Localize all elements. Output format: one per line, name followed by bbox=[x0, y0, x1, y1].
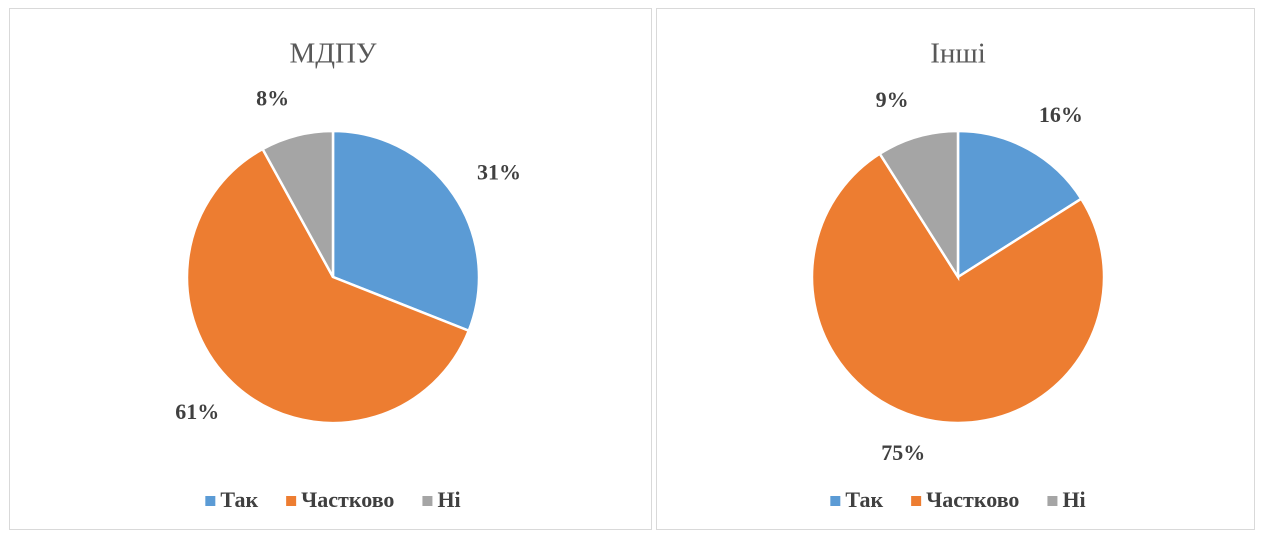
pie-slice bbox=[260, 129, 335, 278]
pie-slice bbox=[956, 129, 1083, 280]
legend-swatch bbox=[1047, 496, 1058, 506]
pie-slice bbox=[331, 129, 481, 333]
legend-label: Частково bbox=[926, 487, 1019, 512]
legend-swatch bbox=[422, 496, 433, 506]
legend-label: Так bbox=[845, 487, 883, 512]
data-label: 16% bbox=[1039, 102, 1083, 127]
legend-label: Так bbox=[220, 487, 258, 512]
pie-slice bbox=[810, 152, 1106, 425]
data-label: 61% bbox=[175, 399, 219, 424]
chart-title: МДПУ bbox=[289, 38, 377, 70]
pie-slice bbox=[185, 147, 471, 425]
data-label: 31% bbox=[477, 159, 521, 184]
legend-label: Ні bbox=[437, 487, 460, 512]
data-label: 8% bbox=[256, 85, 289, 110]
chart-title: Інші bbox=[930, 38, 986, 70]
legend-swatch bbox=[830, 496, 841, 506]
legend-swatch bbox=[205, 496, 216, 506]
legend-label: Частково bbox=[301, 487, 394, 512]
pie-slice bbox=[878, 129, 960, 282]
data-label: 9% bbox=[876, 87, 909, 112]
data-label: 75% bbox=[881, 440, 925, 465]
legend-swatch bbox=[911, 496, 922, 506]
legend-label: Ні bbox=[1062, 487, 1085, 512]
legend-swatch bbox=[286, 496, 297, 506]
